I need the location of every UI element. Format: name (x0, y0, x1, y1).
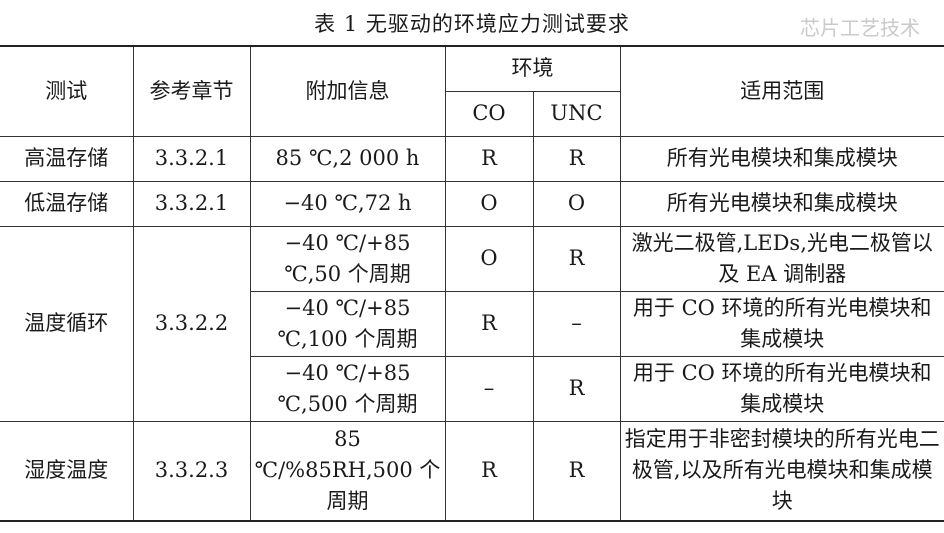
cell-section: 3.3.2.2 (132, 225, 251, 422)
cell-info: −40 ℃,72 h (249, 180, 446, 227)
cell-test: 湿度温度 (0, 420, 134, 522)
cell-co: O (444, 180, 534, 227)
header-scope: 适用范围 (619, 45, 944, 137)
table-title: 表 1 无驱动的环境应力测试要求 (314, 12, 630, 36)
cell-test: 温度循环 (0, 225, 134, 422)
table-row: −40 ℃/+85 ℃,100 个周期 R – 用于 CO 环境的所有光电模块和… (0, 290, 944, 357)
cell-co: O (444, 225, 534, 292)
cell-unc: – (532, 290, 621, 357)
cell-co: – (444, 355, 534, 422)
table-row: −40 ℃/+85 ℃,500 个周期 – R 用于 CO 环境的所有光电模块和… (0, 355, 944, 422)
header-env: 环境 (444, 45, 621, 92)
cell-co: R (444, 290, 534, 357)
cell-scope: 激光二极管,LEDs,光电二极管以及 EA 调制器 (619, 225, 944, 292)
cell-test: 高温存储 (0, 135, 134, 182)
cell-unc: R (532, 135, 621, 182)
watermark: 芯片工艺技术 (800, 16, 920, 40)
cell-scope: 用于 CO 环境的所有光电模块和集成模块 (619, 355, 944, 422)
cell-unc: R (532, 225, 621, 292)
table-row: 高温存储 3.3.2.1 85 ℃,2 000 h R R 所有光电模块和集成模… (0, 135, 944, 182)
cell-scope: 指定用于非密封模块的所有光电二极管,以及所有光电模块和集成模块 (619, 420, 944, 522)
cell-unc: O (532, 180, 621, 227)
cell-info: −40 ℃/+85 ℃,50 个周期 (249, 225, 446, 292)
table-row: 低温存储 3.3.2.1 −40 ℃,72 h O O 所有光电模块和集成模块 (0, 180, 944, 227)
header-co: CO (445, 90, 534, 137)
table-row: 温度循环 3.3.2.2 −40 ℃/+85 ℃,50 个周期 O R 激光二极… (0, 225, 944, 422)
cell-co: R (444, 420, 534, 522)
cell-scope: 所有光电模块和集成模块 (619, 180, 944, 227)
stress-test-table: 测试 参考章节 附加信息 环境 适用范围 CO UNC 高温存储 3.3.2.1… (0, 45, 944, 522)
cell-info: −40 ℃/+85 ℃,100 个周期 (250, 290, 446, 357)
cell-scope: 所有光电模块和集成模块 (619, 135, 944, 182)
cell-info: 85 ℃/%85RH,500 个周期 (249, 420, 446, 522)
cell-scope: 用于 CO 环境的所有光电模块和集成模块 (619, 290, 944, 357)
cell-co: R (444, 135, 534, 182)
cell-info: −40 ℃/+85 ℃,500 个周期 (250, 355, 446, 422)
cell-section: 3.3.2.1 (132, 135, 251, 182)
cell-unc: R (532, 420, 621, 522)
header-unc: UNC (532, 90, 620, 137)
header-info: 附加信息 (249, 45, 446, 137)
table-row: 湿度温度 3.3.2.3 85 ℃/%85RH,500 个周期 R R 指定用于… (0, 420, 944, 522)
cell-unc: R (532, 355, 621, 422)
cell-test: 低温存储 (0, 180, 134, 227)
header-section: 参考章节 (132, 45, 251, 137)
cell-section: 3.3.2.3 (132, 420, 251, 522)
cell-info: 85 ℃,2 000 h (249, 135, 446, 182)
cell-section: 3.3.2.1 (132, 180, 251, 227)
header-test: 测试 (0, 45, 134, 137)
